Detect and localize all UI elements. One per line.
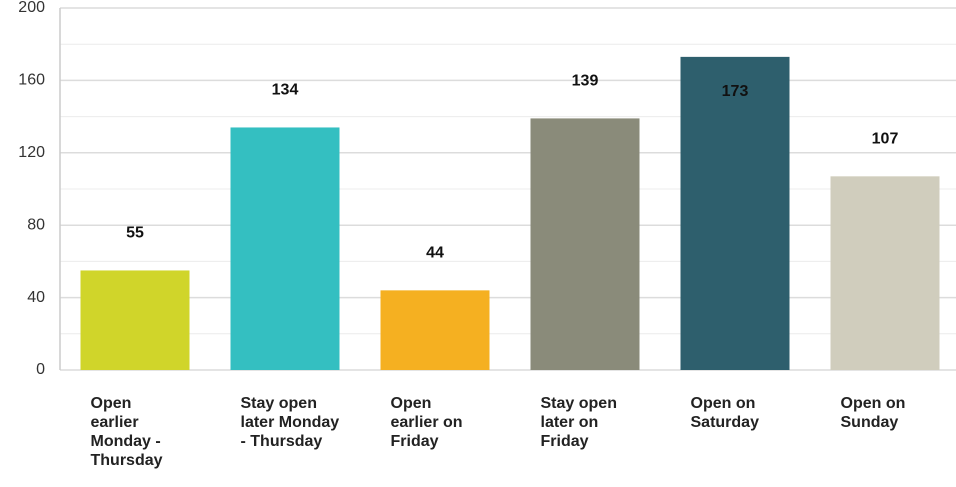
bar [80, 270, 190, 370]
bar [230, 127, 340, 371]
x-tick-label: Stay open later Monday - Thursday [240, 395, 340, 450]
y-tick-label: 0 [36, 361, 45, 378]
bar [530, 118, 640, 370]
x-tick-label: Open earlier on Friday [390, 395, 463, 450]
y-tick-label: 200 [18, 0, 45, 16]
value-label: 44 [426, 245, 444, 262]
x-tick-label: Open on Saturday [690, 395, 759, 431]
bar [380, 290, 490, 370]
bar [680, 56, 790, 371]
x-tick-label: Open on Sunday [840, 395, 906, 431]
y-tick-label: 80 [27, 216, 45, 233]
bar [830, 176, 940, 370]
value-label: 107 [872, 131, 899, 148]
y-tick-label: 40 [27, 289, 45, 306]
y-tick-label: 120 [18, 144, 45, 161]
y-tick-label: 160 [18, 72, 45, 89]
value-label: 139 [572, 73, 599, 90]
value-label: 55 [126, 225, 144, 242]
value-label: 173 [722, 83, 749, 100]
x-tick-label: Stay open later on Friday [540, 395, 617, 450]
x-tick-label: Open earlier Monday - Thursday [90, 395, 163, 469]
value-label: 134 [272, 82, 299, 99]
